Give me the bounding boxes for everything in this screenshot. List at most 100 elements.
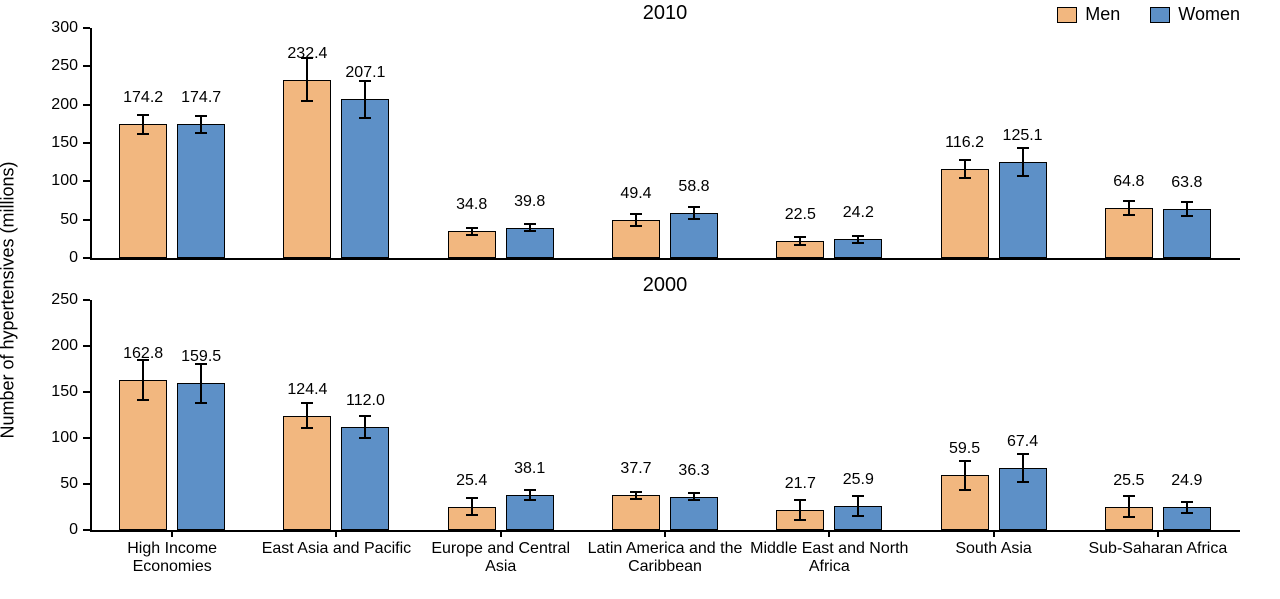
x-category-label: Sub-Saharan Africa: [1076, 540, 1240, 558]
bar-women: 112.0: [341, 427, 389, 530]
bar-group: 116.2 125.1: [911, 28, 1075, 258]
error-bar: [1128, 201, 1130, 215]
error-bar: [635, 492, 637, 499]
error-bar: [364, 416, 366, 438]
bar-value-label: 49.4: [620, 185, 651, 203]
bar-group: 49.4 58.8: [583, 28, 747, 258]
error-bar: [964, 461, 966, 490]
bar-value-label: 36.3: [678, 462, 709, 480]
plot-area: 050100150200250300174.2174.7232.4207.134…: [90, 28, 1240, 260]
legend-swatch-men: [1057, 7, 1077, 23]
bar-women: 174.7: [177, 124, 225, 258]
bar-group: 21.725.9: [747, 300, 911, 530]
panel-2010: 2010050100150200250300174.2174.7232.4207…: [90, 28, 1240, 258]
error-bar: [799, 237, 801, 245]
bar-group: 37.7 36.3: [583, 300, 747, 530]
bar-value-label: 58.8: [678, 178, 709, 196]
error-bar: [1022, 454, 1024, 482]
bar-group: 25.4 38.1: [419, 300, 583, 530]
x-tick: [500, 530, 502, 537]
error-bar: [857, 236, 859, 244]
bar-value-label: 112.0: [346, 392, 385, 410]
x-category-label: Europe and Central Asia: [419, 540, 583, 577]
bar-value-label: 63.8: [1171, 174, 1202, 192]
x-category-label: Latin America and the Caribbean: [583, 540, 747, 577]
error-bar: [529, 490, 531, 499]
error-bar: [529, 224, 531, 232]
bar-value-label: 25.4: [456, 472, 487, 490]
error-bar: [1186, 202, 1188, 216]
y-axis-label: Number of hypertensives (millions): [0, 161, 19, 438]
x-tick: [828, 530, 830, 537]
error-bar: [693, 207, 695, 219]
y-tick-label: 300: [51, 19, 78, 37]
error-bar: [857, 496, 859, 516]
error-bar: [306, 58, 308, 101]
error-bar: [635, 214, 637, 226]
bar-group: 59.5 67.4: [911, 300, 1075, 530]
bar-value-label: 22.5: [785, 206, 816, 224]
figure: Number of hypertensives (millions) Men W…: [0, 0, 1280, 599]
bar-group: 124.4112.0: [254, 300, 418, 530]
error-bar: [142, 115, 144, 133]
y-tick-label: 150: [51, 383, 78, 401]
y-tick-label: 200: [51, 337, 78, 355]
bar-men: 162.8: [119, 380, 167, 530]
error-bar: [964, 160, 966, 178]
x-category-label: High Income Economies: [90, 540, 254, 577]
y-tick-label: 250: [51, 291, 78, 309]
error-bar: [471, 498, 473, 515]
y-tick-label: 0: [69, 521, 78, 539]
y-tick-label: 0: [69, 249, 78, 267]
y-tick-label: 250: [51, 57, 78, 75]
x-category-label: South Asia: [911, 540, 1075, 558]
x-category-label: East Asia and Pacific: [254, 540, 418, 558]
bar-value-label: 125.1: [1003, 127, 1043, 145]
legend: Men Women: [1057, 4, 1240, 25]
bar-men: 232.4: [283, 80, 331, 258]
error-bar: [799, 500, 801, 520]
bar-men: 116.2: [941, 169, 989, 258]
x-category-label: Middle East and North Africa: [747, 540, 911, 577]
error-bar: [1186, 502, 1188, 513]
bar-value-label: 124.4: [287, 381, 327, 399]
bar-value-label: 38.1: [514, 460, 545, 478]
y-tick-label: 150: [51, 134, 78, 152]
bar-value-label: 34.8: [456, 196, 487, 214]
error-bar: [471, 228, 473, 236]
error-bar: [142, 360, 144, 400]
bar-value-label: 174.2: [123, 89, 163, 107]
bar-group: 162.8159.5: [90, 300, 254, 530]
x-tick: [1157, 530, 1159, 537]
bar-group: 174.2 174.7: [90, 28, 254, 258]
bar-value-label: 25.9: [843, 471, 874, 489]
error-bar: [200, 116, 202, 133]
plot-area: 050100150200250162.8159.5124.4112.025.43…: [90, 300, 1240, 532]
x-tick: [664, 530, 666, 537]
panel-2000: 2000050100150200250162.8159.5124.4112.02…: [90, 300, 1240, 530]
bar-women: 36.3: [670, 497, 718, 530]
bar-group: 232.4207.1: [254, 28, 418, 258]
error-bar: [693, 493, 695, 500]
bar-value-label: 116.2: [945, 134, 984, 152]
error-bar: [200, 364, 202, 403]
bar-value-label: 37.7: [620, 460, 651, 478]
error-bar: [1128, 496, 1130, 516]
error-bar: [1022, 148, 1024, 176]
bar-group: 22.5 24.2: [747, 28, 911, 258]
y-tick-label: 100: [51, 172, 78, 190]
y-tick-label: 200: [51, 96, 78, 114]
bar-value-label: 24.2: [843, 204, 874, 222]
bar-women: 159.5: [177, 383, 225, 530]
bar-group: 34.839.8: [419, 28, 583, 258]
legend-item-women: Women: [1150, 4, 1240, 25]
y-tick-label: 50: [60, 211, 78, 229]
bar-group: 25.524.9: [1076, 300, 1240, 530]
bar-value-label: 67.4: [1007, 433, 1038, 451]
x-tick: [993, 530, 995, 537]
legend-label-men: Men: [1085, 4, 1120, 25]
bar-value-label: 59.5: [949, 440, 980, 458]
bar-value-label: 64.8: [1113, 173, 1144, 191]
bar-value-label: 25.5: [1113, 472, 1144, 490]
bar-men: 124.4: [283, 416, 331, 530]
